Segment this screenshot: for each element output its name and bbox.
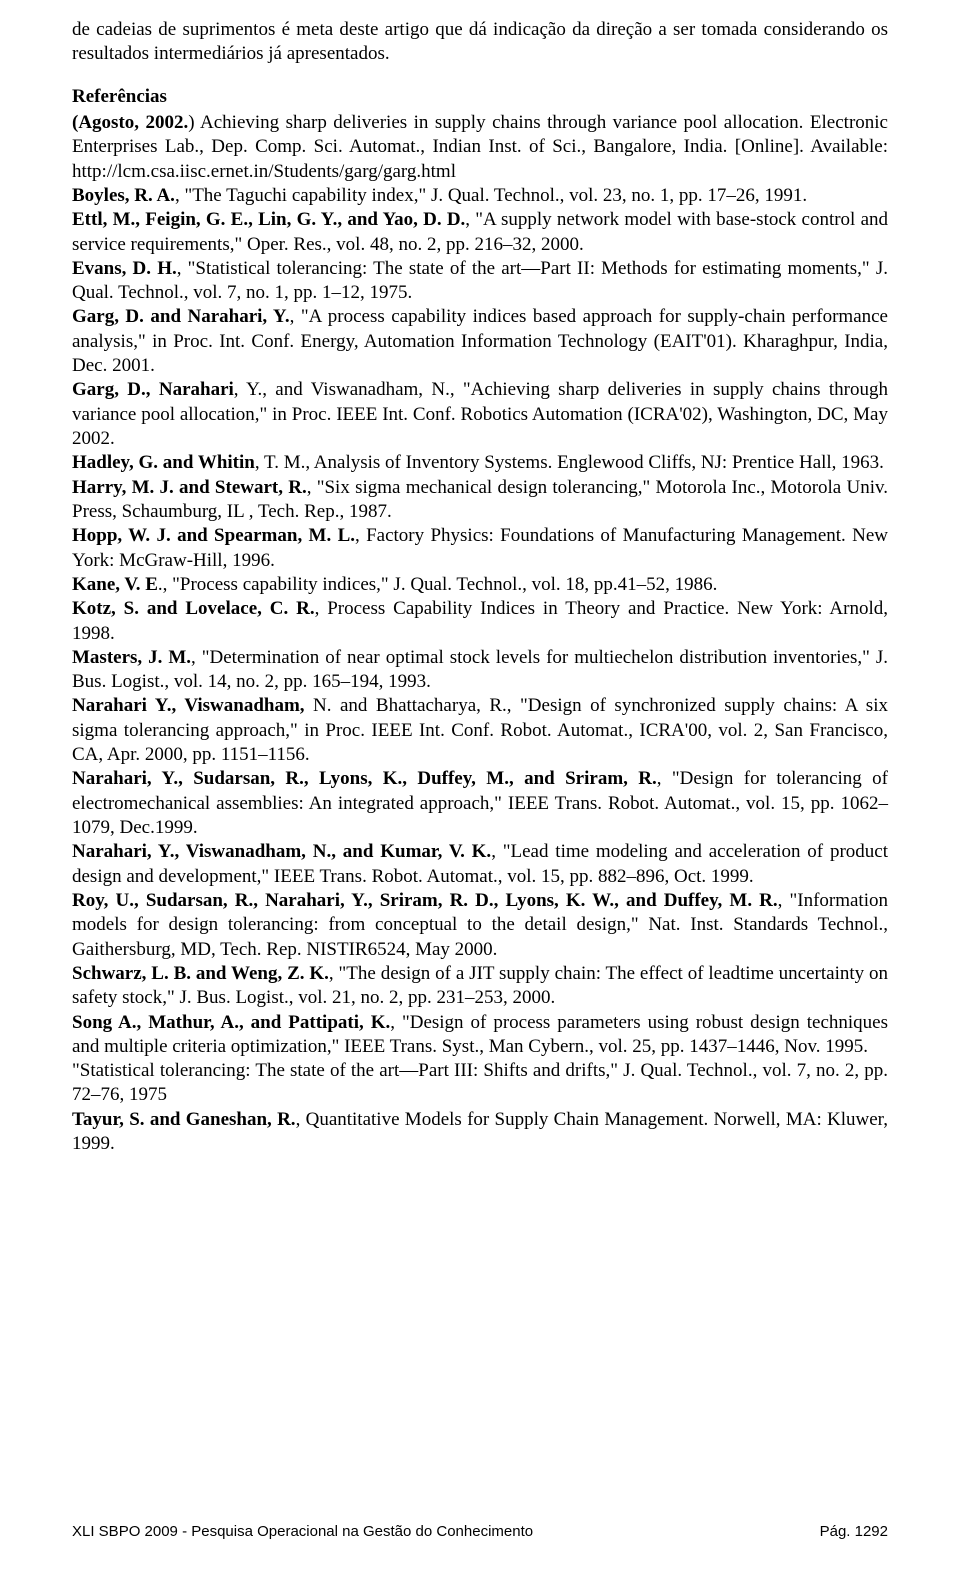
references-heading: Referências [72, 85, 888, 109]
reference-entry: Roy, U., Sudarsan, R., Narahari, Y., Sri… [72, 889, 888, 962]
reference-entry: Narahari Y., Viswanadham, N. and Bhattac… [72, 694, 888, 767]
reference-entry: Boyles, R. A., "The Taguchi capability i… [72, 184, 888, 208]
reference-body: , "Statistical tolerancing: The state of… [72, 258, 888, 303]
reference-author: (Agosto, 2002. [72, 112, 188, 133]
reference-entry: Evans, D. H., "Statistical tolerancing: … [72, 257, 888, 306]
reference-author: Kane, V. E [72, 574, 158, 595]
references-block: (Agosto, 2002.) Achieving sharp deliveri… [72, 111, 888, 1156]
reference-author: Hadley, G. and Whitin [72, 452, 255, 473]
reference-body: ., "Process capability indices," J. Qual… [158, 574, 717, 595]
reference-author: Song A., Mathur, A., and Pattipati, K. [72, 1012, 390, 1033]
reference-entry: Schwarz, L. B. and Weng, Z. K., "The des… [72, 962, 888, 1011]
reference-entry: "Statistical tolerancing: The state of t… [72, 1059, 888, 1108]
reference-author: Narahari Y., Viswanadham, [72, 695, 305, 716]
reference-author: Tayur, S. and Ganeshan, R. [72, 1109, 296, 1130]
reference-entry: Narahari, Y., Sudarsan, R., Lyons, K., D… [72, 767, 888, 840]
reference-author: Ettl, M., Feigin, G. E., Lin, G. Y., and… [72, 209, 465, 230]
reference-entry: Kane, V. E., "Process capability indices… [72, 573, 888, 597]
reference-entry: Harry, M. J. and Stewart, R., "Six sigma… [72, 476, 888, 525]
footer-left: XLI SBPO 2009 - Pesquisa Operacional na … [72, 1522, 533, 1541]
reference-entry: Hadley, G. and Whitin, T. M., Analysis o… [72, 451, 888, 475]
reference-entry: Hopp, W. J. and Spearman, M. L., Factory… [72, 524, 888, 573]
reference-author: Hopp, W. J. and Spearman, M. L. [72, 525, 355, 546]
intro-paragraph: de cadeias de suprimentos é meta deste a… [72, 18, 888, 67]
reference-author: Kotz, S. and Lovelace, C. R. [72, 598, 315, 619]
reference-body: , "Determination of near optimal stock l… [72, 647, 888, 692]
reference-entry: Ettl, M., Feigin, G. E., Lin, G. Y., and… [72, 208, 888, 257]
reference-author: Evans, D. H. [72, 258, 177, 279]
reference-author: Masters, J. M. [72, 647, 191, 668]
reference-entry: Song A., Mathur, A., and Pattipati, K., … [72, 1011, 888, 1060]
footer-right: Pág. 1292 [820, 1522, 888, 1541]
reference-entry: Garg, D. and Narahari, Y., "A process ca… [72, 305, 888, 378]
reference-author: Garg, D. and Narahari, Y. [72, 306, 290, 327]
reference-body: , "The Taguchi capability index," J. Qua… [175, 185, 807, 206]
reference-author: Schwarz, L. B. and Weng, Z. K. [72, 963, 329, 984]
reference-author: Boyles, R. A. [72, 185, 175, 206]
reference-entry: (Agosto, 2002.) Achieving sharp deliveri… [72, 111, 888, 184]
reference-body: , T. M., Analysis of Inventory Systems. … [255, 452, 884, 473]
reference-entry: Garg, D., Narahari, Y., and Viswanadham,… [72, 378, 888, 451]
reference-entry: Tayur, S. and Ganeshan, R., Quantitative… [72, 1108, 888, 1157]
reference-author: Harry, M. J. and Stewart, R. [72, 477, 307, 498]
reference-entry: Kotz, S. and Lovelace, C. R., Process Ca… [72, 597, 888, 646]
reference-author: Roy, U., Sudarsan, R., Narahari, Y., Sri… [72, 890, 778, 911]
reference-author: Narahari, Y., Viswanadham, N., and Kumar… [72, 841, 491, 862]
reference-body: "Statistical tolerancing: The state of t… [72, 1060, 888, 1105]
reference-author: Narahari, Y., Sudarsan, R., Lyons, K., D… [72, 768, 657, 789]
page-footer: XLI SBPO 2009 - Pesquisa Operacional na … [0, 1522, 960, 1541]
reference-body: ) Achieving sharp deliveries in supply c… [72, 112, 888, 182]
reference-author: Garg, D., Narahari [72, 379, 234, 400]
reference-entry: Narahari, Y., Viswanadham, N., and Kumar… [72, 840, 888, 889]
reference-entry: Masters, J. M., "Determination of near o… [72, 646, 888, 695]
